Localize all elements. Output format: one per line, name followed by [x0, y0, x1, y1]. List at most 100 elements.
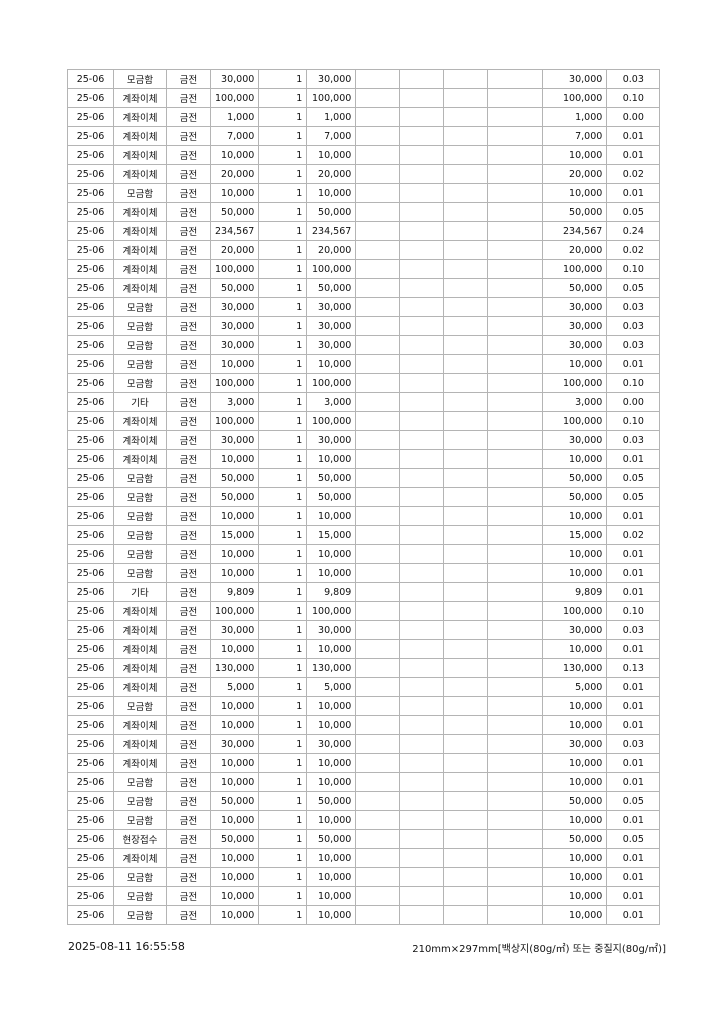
cell-period: 25-06: [67, 582, 114, 602]
cell-empty: [487, 69, 544, 89]
cell-ratio: 0.01: [606, 753, 661, 773]
cell-type: 금전: [166, 449, 211, 469]
cell-method: 모금함: [113, 886, 167, 906]
cell-empty: [443, 449, 489, 469]
cell-qty: 1: [258, 88, 308, 108]
cell-qty: 1: [258, 468, 308, 488]
cell-method: 모금함: [113, 468, 167, 488]
cell-period: 25-06: [67, 620, 114, 640]
cell-method: 계좌이체: [113, 677, 167, 697]
table-row: 25-06 모금함 금전 10,000 1 10,000 10,000 0.01: [67, 867, 661, 887]
cell-total: 3,000: [306, 392, 357, 412]
cell-method: 계좌이체: [113, 240, 167, 260]
cell-empty: [487, 886, 544, 906]
cell-period: 25-06: [67, 468, 114, 488]
cell-ratio: 0.01: [606, 145, 661, 165]
cell-amount: 10,000: [209, 563, 260, 583]
cell-amount: 7,000: [209, 126, 260, 146]
cell-empty: [487, 487, 544, 507]
cell-qty: 1: [258, 525, 308, 545]
cell-empty: [487, 715, 544, 735]
cell-ratio: 0.01: [606, 544, 661, 564]
cell-qty: 1: [258, 772, 308, 792]
cell-type: 금전: [166, 886, 211, 906]
cell-qty: 1: [258, 886, 308, 906]
cell-empty: [399, 829, 445, 849]
cell-ratio: 0.01: [606, 715, 661, 735]
cell-empty: [443, 734, 489, 754]
cell-ratio: 0.01: [606, 563, 661, 583]
cell-empty: [443, 373, 489, 393]
cell-total: 100,000: [306, 601, 357, 621]
cell-empty: [487, 449, 544, 469]
cell-empty: [487, 620, 544, 640]
cell-qty: 1: [258, 829, 308, 849]
cell-empty: [487, 183, 544, 203]
cell-qty: 1: [258, 563, 308, 583]
cell-empty: [487, 240, 544, 260]
cell-period: 25-06: [67, 658, 114, 678]
table-row: 25-06 계좌이체 금전 234,567 1 234,567 234,567 0.24: [67, 221, 661, 241]
cell-empty: [487, 791, 544, 811]
cell-amount: 10,000: [209, 753, 260, 773]
cell-type: 금전: [166, 259, 211, 279]
cell-amount: 10,000: [209, 848, 260, 868]
cell-empty: [355, 696, 401, 716]
cell-sum: 10,000: [542, 183, 608, 203]
cell-ratio: 0.10: [606, 88, 661, 108]
cell-empty: [443, 544, 489, 564]
cell-type: 금전: [166, 867, 211, 887]
cell-qty: 1: [258, 240, 308, 260]
cell-amount: 20,000: [209, 164, 260, 184]
table-row: 25-06 모금함 금전 10,000 1 10,000 10,000 0.01: [67, 905, 661, 925]
cell-empty: [355, 772, 401, 792]
cell-empty: [443, 297, 489, 317]
cell-method: 모금함: [113, 506, 167, 526]
cell-empty: [355, 392, 401, 412]
cell-empty: [443, 278, 489, 298]
cell-ratio: 0.01: [606, 886, 661, 906]
cell-empty: [443, 639, 489, 659]
cell-qty: 1: [258, 221, 308, 241]
cell-empty: [355, 278, 401, 298]
cell-empty: [399, 107, 445, 127]
cell-empty: [443, 202, 489, 222]
cell-empty: [443, 316, 489, 336]
cell-empty: [443, 582, 489, 602]
cell-amount: 9,809: [209, 582, 260, 602]
cell-method: 모금함: [113, 373, 167, 393]
cell-empty: [487, 202, 544, 222]
cell-method: 모금함: [113, 696, 167, 716]
cell-empty: [399, 677, 445, 697]
cell-sum: 10,000: [542, 848, 608, 868]
cell-method: 모금함: [113, 772, 167, 792]
cell-ratio: 0.05: [606, 487, 661, 507]
cell-sum: 10,000: [542, 639, 608, 659]
cell-type: 금전: [166, 183, 211, 203]
cell-empty: [487, 430, 544, 450]
cell-ratio: 0.05: [606, 791, 661, 811]
cell-ratio: 0.03: [606, 430, 661, 450]
cell-period: 25-06: [67, 829, 114, 849]
cell-empty: [399, 354, 445, 374]
table-row: 25-06 모금함 금전 30,000 1 30,000 30,000 0.03: [67, 316, 661, 336]
cell-total: 10,000: [306, 753, 357, 773]
cell-empty: [487, 905, 544, 925]
cell-amount: 10,000: [209, 867, 260, 887]
cell-qty: 1: [258, 297, 308, 317]
cell-amount: 50,000: [209, 487, 260, 507]
cell-empty: [355, 316, 401, 336]
table-row: 25-06 계좌이체 금전 130,000 1 130,000 130,000 0.13: [67, 658, 661, 678]
cell-period: 25-06: [67, 772, 114, 792]
cell-empty: [443, 430, 489, 450]
cell-total: 130,000: [306, 658, 357, 678]
cell-qty: 1: [258, 848, 308, 868]
cell-total: 50,000: [306, 791, 357, 811]
cell-empty: [487, 639, 544, 659]
cell-type: 금전: [166, 335, 211, 355]
cell-method: 계좌이체: [113, 88, 167, 108]
cell-amount: 10,000: [209, 810, 260, 830]
cell-period: 25-06: [67, 183, 114, 203]
cell-method: 계좌이체: [113, 259, 167, 279]
cell-empty: [355, 525, 401, 545]
